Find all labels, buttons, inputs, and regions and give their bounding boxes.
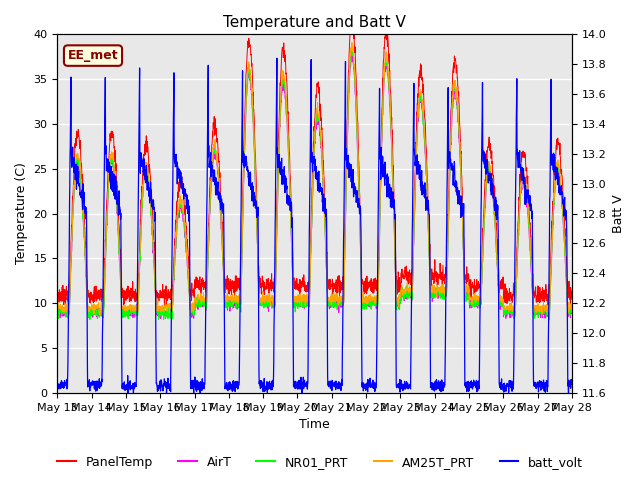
batt_volt [465, 378, 472, 384]
AirT [330, 299, 337, 305]
AirT [465, 290, 472, 296]
AirT [54, 307, 61, 312]
AirT [568, 307, 576, 312]
AM25T_PRT [523, 190, 531, 195]
batt_volt [273, 55, 281, 61]
NR01_PRT [329, 303, 337, 309]
Line: NR01_PRT: NR01_PRT [58, 48, 572, 320]
AM25T_PRT [465, 284, 472, 290]
Line: batt_volt: batt_volt [58, 58, 572, 393]
batt_volt [568, 377, 576, 383]
PanelTemp [537, 290, 545, 296]
AM25T_PRT [348, 40, 356, 46]
Line: PanelTemp: PanelTemp [58, 34, 572, 308]
AM25T_PRT [537, 307, 545, 312]
PanelTemp [346, 31, 354, 37]
Title: Temperature and Batt V: Temperature and Batt V [223, 15, 406, 30]
AM25T_PRT [54, 303, 61, 309]
batt_volt [163, 390, 170, 396]
Line: AirT: AirT [58, 55, 572, 319]
PanelTemp [197, 291, 205, 297]
Text: EE_met: EE_met [68, 49, 118, 62]
AM25T_PRT [330, 294, 337, 300]
AirT [537, 310, 545, 316]
batt_volt [54, 384, 61, 390]
AirT [523, 204, 531, 210]
AM25T_PRT [197, 295, 205, 300]
PanelTemp [568, 297, 576, 302]
PanelTemp [54, 284, 61, 289]
NR01_PRT [340, 273, 348, 278]
NR01_PRT [464, 297, 472, 302]
batt_volt [330, 382, 337, 387]
PanelTemp [523, 166, 531, 171]
PanelTemp [544, 305, 552, 311]
Line: AM25T_PRT: AM25T_PRT [58, 43, 572, 315]
AM25T_PRT [568, 308, 576, 313]
NR01_PRT [54, 311, 61, 316]
Y-axis label: Batt V: Batt V [612, 194, 625, 233]
Y-axis label: Temperature (C): Temperature (C) [15, 163, 28, 264]
NR01_PRT [523, 193, 531, 199]
PanelTemp [464, 276, 472, 281]
PanelTemp [340, 255, 348, 261]
NR01_PRT [348, 46, 355, 51]
batt_volt [523, 187, 531, 193]
AM25T_PRT [340, 255, 348, 261]
NR01_PRT [197, 299, 205, 304]
NR01_PRT [537, 310, 545, 316]
batt_volt [197, 382, 205, 388]
PanelTemp [329, 289, 337, 295]
batt_volt [341, 132, 349, 138]
AirT [197, 300, 205, 306]
NR01_PRT [568, 310, 576, 316]
NR01_PRT [546, 317, 554, 323]
AirT [340, 262, 348, 267]
AirT [157, 316, 164, 322]
X-axis label: Time: Time [300, 419, 330, 432]
AirT [348, 52, 355, 58]
AM25T_PRT [96, 312, 104, 318]
Legend: PanelTemp, AirT, NR01_PRT, AM25T_PRT, batt_volt: PanelTemp, AirT, NR01_PRT, AM25T_PRT, ba… [52, 451, 588, 474]
batt_volt [537, 382, 545, 388]
